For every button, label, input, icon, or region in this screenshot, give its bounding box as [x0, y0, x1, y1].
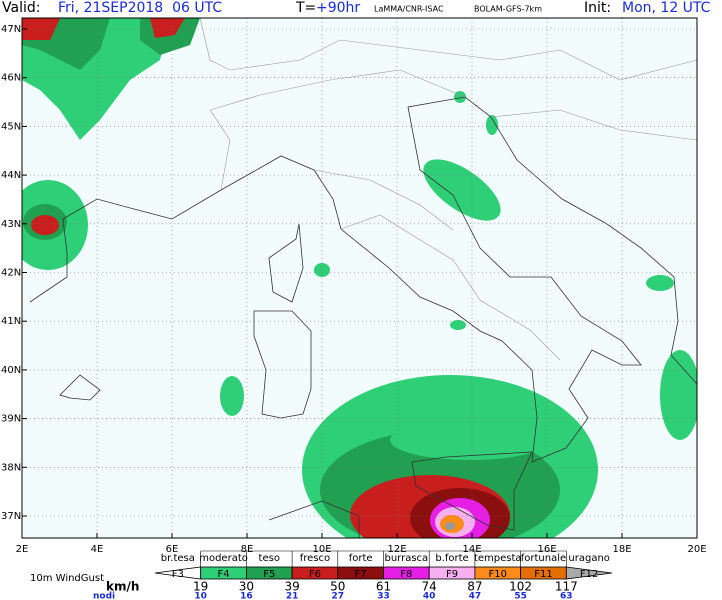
- kmh-value: 87: [467, 580, 482, 594]
- kmh-value: 117: [555, 580, 578, 594]
- legend-force: F9: [446, 569, 458, 580]
- knots-value: 55: [514, 592, 527, 600]
- kmh-value: 30: [239, 580, 254, 594]
- map-frame: [21, 17, 698, 539]
- legend-force: F7: [355, 569, 367, 580]
- unit-kmh: km/h: [106, 580, 139, 594]
- lat-label: 46N: [1, 73, 21, 84]
- lat-label: 37N: [1, 511, 21, 522]
- kmh-value: 19: [193, 580, 208, 594]
- lon-label: 14E: [462, 544, 481, 555]
- lat-label: 41N: [1, 316, 21, 327]
- valid-time: Fri, 21SEP2018 06 UTC: [58, 0, 222, 16]
- lat-label: 45N: [1, 121, 21, 132]
- legend-force: F10: [489, 569, 507, 580]
- legend-force: F3: [172, 569, 184, 580]
- valid-label: Valid:: [2, 0, 40, 16]
- knots-value: 47: [469, 592, 482, 600]
- lat-label: 42N: [1, 268, 21, 279]
- source: LaMMA/CNR-ISAC: [374, 5, 444, 14]
- lat-label: 43N: [1, 219, 21, 230]
- legend-description: burrasca: [384, 553, 428, 564]
- legend-description: fresco: [300, 553, 330, 564]
- knots-value: 16: [240, 592, 253, 600]
- lon-label: 8E: [241, 544, 254, 555]
- legend-description: b.forte: [435, 553, 468, 564]
- lat-label: 38N: [1, 462, 21, 473]
- unit-knots: nodi: [93, 592, 115, 600]
- legend-arrow: [565, 566, 613, 580]
- legend-description: uragano: [568, 553, 610, 564]
- legend-force: F4: [217, 569, 229, 580]
- knots-value: 27: [332, 592, 345, 600]
- lat-label: 40N: [1, 365, 21, 376]
- init-time: Mon, 12 UTC: [622, 0, 711, 16]
- coastlines: [29, 96, 697, 538]
- lead-label: T=: [295, 0, 316, 16]
- model: BOLAM-GFS-7km: [474, 5, 542, 14]
- lon-label: 20E: [687, 544, 706, 555]
- legend-force: F6: [309, 569, 321, 580]
- knots-value: 63: [560, 592, 573, 600]
- kmh-value: 61: [376, 580, 391, 594]
- init-label: Init:: [584, 0, 611, 16]
- knots-value: 40: [423, 592, 436, 600]
- kmh-value: 74: [422, 580, 437, 594]
- knots-value: 33: [377, 592, 390, 600]
- legend-force: F5: [263, 569, 275, 580]
- legend-description: forte: [349, 553, 373, 564]
- legend-title: 10m WindGust: [30, 573, 104, 584]
- lon-label: 10E: [312, 544, 331, 555]
- lon-label: 4E: [91, 544, 104, 555]
- map-content: [22, 18, 697, 538]
- lon-label: 16E: [537, 544, 556, 555]
- legend: F3 br.tesa F4 moderato F5 teso F6 fresco F7 forte…: [154, 550, 613, 600]
- legend-description: br.tesa: [161, 553, 195, 564]
- lead-time: +90hr: [316, 0, 360, 16]
- knots-value: 21: [286, 592, 299, 600]
- kmh-value: 39: [284, 580, 299, 594]
- legend-description: moderato: [199, 553, 248, 564]
- legend-description: teso: [259, 553, 280, 564]
- lat-label: 44N: [1, 170, 21, 181]
- knots-value: 10: [194, 592, 207, 600]
- legend-description: fortunale: [521, 553, 566, 564]
- legend-force: F8: [400, 569, 412, 580]
- legend-force: F12: [580, 569, 598, 580]
- lon-label: 18E: [612, 544, 631, 555]
- lon-label: 12E: [387, 544, 406, 555]
- lon-label: 2E: [16, 544, 29, 555]
- lat-label: 39N: [1, 414, 21, 425]
- gust-field: [22, 18, 697, 538]
- lon-label: 6E: [166, 544, 179, 555]
- kmh-value: 102: [509, 580, 532, 594]
- kmh-value: 50: [330, 580, 345, 594]
- lat-label: 47N: [1, 24, 21, 35]
- legend-force: F11: [534, 569, 552, 580]
- legend-description: tempesta: [474, 553, 522, 564]
